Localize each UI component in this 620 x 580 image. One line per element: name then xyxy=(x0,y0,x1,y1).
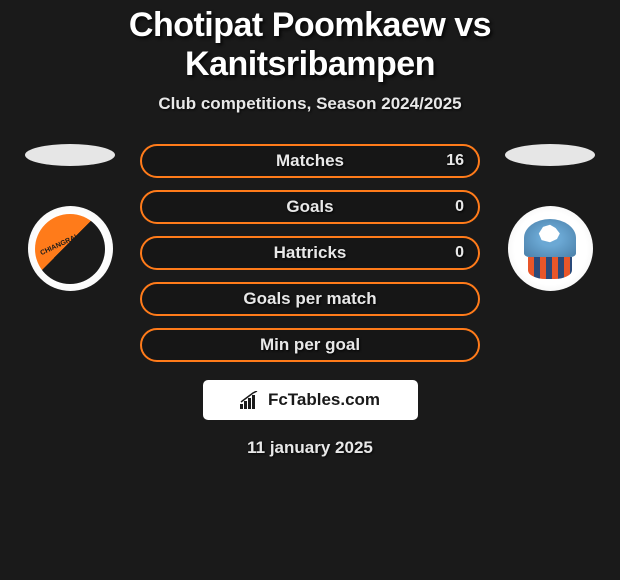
stat-row-goals-per-match: Goals per match xyxy=(140,282,480,316)
stat-label: Min per goal xyxy=(260,335,360,355)
club-badge-left-inner: CHIANGRAI xyxy=(35,214,105,284)
left-column: CHIANGRAI xyxy=(20,144,120,291)
stat-value-right: 0 xyxy=(455,244,464,262)
main-row: CHIANGRAI Matches 16 Goals 0 Hattricks 0… xyxy=(0,144,620,362)
club-badge-right xyxy=(508,206,593,291)
brand-badge: FcTables.com xyxy=(203,380,418,420)
stat-value-right: 16 xyxy=(446,152,464,170)
player-silhouette-right xyxy=(505,144,595,166)
page-title: Chotipat Poomkaew vs Kanitsribampen xyxy=(0,6,620,84)
club-badge-left: CHIANGRAI xyxy=(28,206,113,291)
stats-column: Matches 16 Goals 0 Hattricks 0 Goals per… xyxy=(140,144,480,362)
stat-label: Hattricks xyxy=(274,243,347,263)
club-badge-left-text: CHIANGRAI xyxy=(39,233,78,256)
stat-label: Matches xyxy=(276,151,344,171)
right-column xyxy=(500,144,600,291)
stat-row-goals: Goals 0 xyxy=(140,190,480,224)
subtitle: Club competitions, Season 2024/2025 xyxy=(0,94,620,114)
club-badge-right-stripes xyxy=(528,257,572,279)
stat-label: Goals xyxy=(286,197,333,217)
stat-row-min-per-goal: Min per goal xyxy=(140,328,480,362)
date-text: 11 january 2025 xyxy=(0,438,620,458)
comparison-card: Chotipat Poomkaew vs Kanitsribampen Club… xyxy=(0,0,620,458)
fctables-logo-icon xyxy=(240,391,262,409)
stat-row-matches: Matches 16 xyxy=(140,144,480,178)
stat-row-hattricks: Hattricks 0 xyxy=(140,236,480,270)
stat-label: Goals per match xyxy=(243,289,376,309)
stat-value-right: 0 xyxy=(455,198,464,216)
player-silhouette-left xyxy=(25,144,115,166)
brand-text: FcTables.com xyxy=(268,390,380,410)
club-badge-right-inner xyxy=(514,213,586,285)
